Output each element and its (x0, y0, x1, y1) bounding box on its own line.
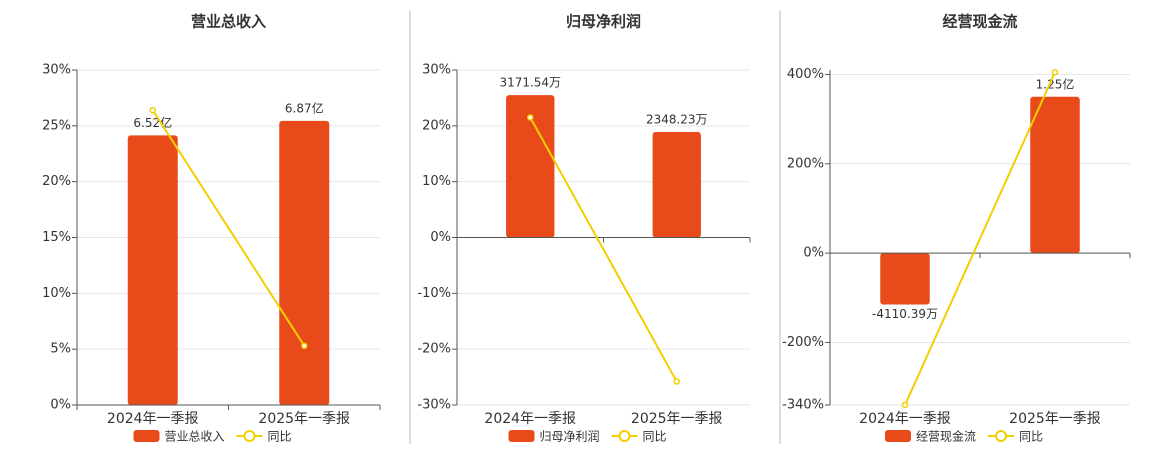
x-tick-label: 2025年一季报 (258, 411, 350, 427)
y-tick-label: 20% (42, 174, 71, 189)
x-tick-label: 2025年一季报 (631, 411, 723, 427)
chart-title: 营业总收入 (191, 13, 266, 31)
data-label: -4110.39万 (872, 307, 938, 321)
legend-swatch (995, 430, 1008, 442)
legend-label: 归母净利润 (540, 430, 600, 444)
y-tick-label: 0% (430, 230, 451, 245)
data-label: 3171.54万 (499, 76, 561, 90)
y-tick-label: 25% (42, 118, 71, 133)
y-tick-label: 0% (803, 246, 824, 261)
chart-title: 经营现金流 (942, 13, 1017, 31)
legend-swatch (508, 430, 535, 442)
bar (127, 135, 178, 405)
line-point (149, 106, 156, 114)
y-tick-label: 30% (42, 63, 71, 78)
line-point (673, 378, 680, 385)
y-tick-label: -200% (782, 335, 824, 350)
x-tick-label: 2024年一季报 (859, 411, 951, 427)
data-label: 2348.23万 (646, 113, 708, 127)
y-tick-label: 30% (422, 63, 451, 78)
legend-swatch (133, 430, 160, 442)
y-tick-label: 400% (787, 67, 824, 82)
legend-label: 同比 (643, 430, 667, 444)
line (151, 109, 306, 347)
y-tick-label: 200% (787, 156, 824, 171)
y-tick-label: -340% (782, 398, 824, 413)
y-tick-label: 20% (422, 118, 451, 133)
legend-label: 同比 (1019, 430, 1043, 444)
bar (880, 253, 930, 305)
legend-label: 同比 (268, 430, 292, 444)
legend-swatch (885, 430, 911, 442)
line-point (1051, 68, 1059, 76)
legend-swatch (618, 430, 631, 442)
y-tick-label: 10% (42, 286, 71, 301)
chart-title: 归母净利润 (566, 13, 641, 31)
legend-label: 经营现金流 (916, 429, 976, 444)
data-label: 6.87亿 (285, 100, 324, 115)
y-tick-label: -10% (417, 286, 451, 301)
x-tick-label: 2024年一季报 (107, 411, 199, 427)
x-tick-label: 2025年一季报 (1009, 411, 1101, 427)
legend-swatch (243, 430, 256, 442)
line-point (901, 401, 909, 409)
y-tick-label: -20% (417, 342, 451, 357)
line (904, 71, 1056, 406)
bar (506, 95, 555, 238)
y-tick-label: 0% (50, 398, 71, 413)
y-tick-label: 5% (50, 342, 71, 357)
bar (1030, 96, 1080, 254)
data-label: 1.25亿 (1036, 76, 1075, 91)
legend-label: 营业总收入 (165, 430, 225, 444)
data-label: 6.52亿 (133, 115, 172, 130)
bar (279, 120, 330, 406)
x-tick-label: 2024年一季报 (484, 411, 576, 427)
y-tick-label: 15% (42, 230, 71, 245)
line-point (527, 114, 534, 121)
line (529, 116, 678, 383)
line-point (301, 342, 308, 350)
bar (652, 132, 701, 238)
y-tick-label: 10% (422, 174, 451, 189)
y-tick-label: -30% (417, 398, 451, 413)
